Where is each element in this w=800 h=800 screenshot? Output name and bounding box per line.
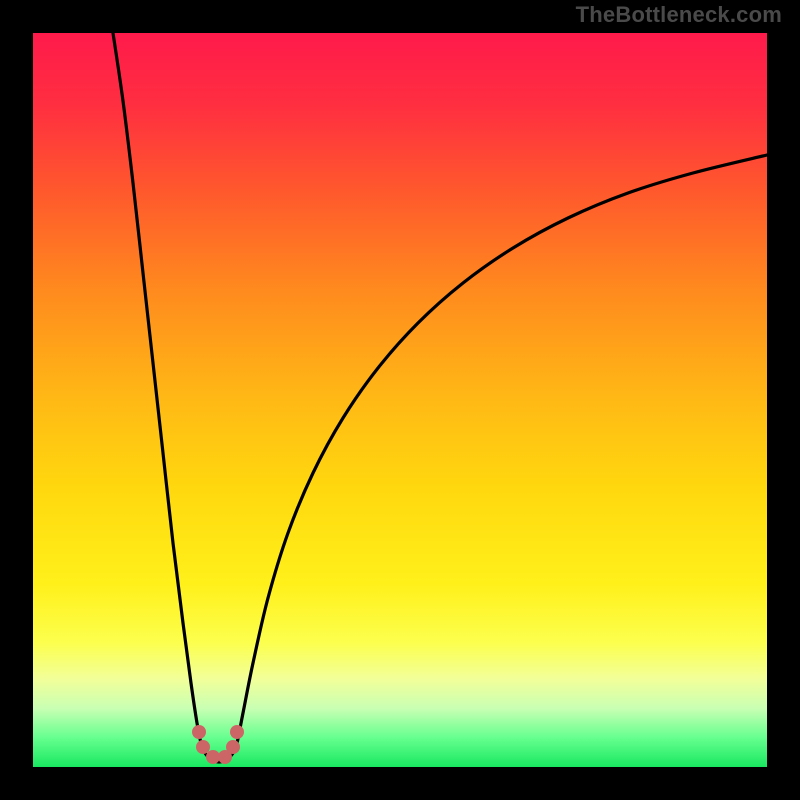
watermark-label: TheBottleneck.com bbox=[576, 2, 782, 28]
chart-svg bbox=[33, 33, 767, 767]
figure-frame: TheBottleneck.com bbox=[0, 0, 800, 800]
plot-area bbox=[33, 33, 767, 767]
trough-marker bbox=[226, 740, 240, 754]
trough-marker bbox=[196, 740, 210, 754]
trough-marker bbox=[206, 750, 220, 764]
trough-marker bbox=[230, 725, 244, 739]
gradient-background bbox=[33, 33, 767, 767]
trough-marker bbox=[192, 725, 206, 739]
